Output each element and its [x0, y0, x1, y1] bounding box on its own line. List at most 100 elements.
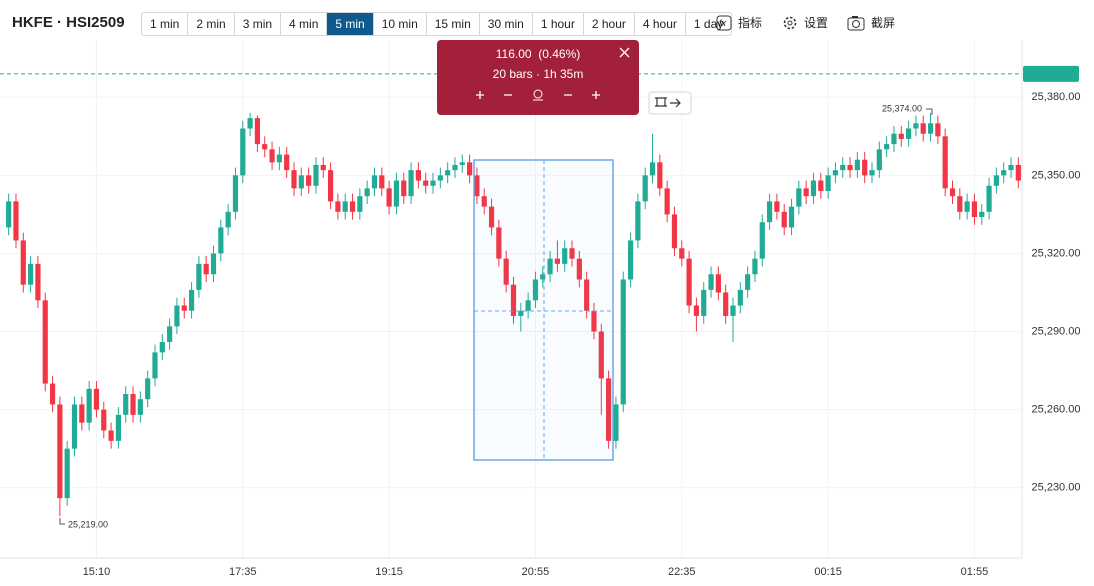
candle-body: [935, 123, 941, 137]
interval-button[interactable]: 2 hour: [582, 13, 634, 35]
candle-body: [993, 175, 999, 186]
interval-button[interactable]: 15 min: [425, 13, 479, 35]
interval-button[interactable]: 10 min: [372, 13, 426, 35]
screenshot[interactable]: 截屏: [847, 14, 895, 31]
interval-button[interactable]: 3 min: [233, 13, 280, 35]
change: 116.00: [495, 47, 532, 61]
candle-body: [79, 404, 85, 423]
candle-body: [313, 164, 319, 186]
candle-body: [862, 159, 868, 176]
x-tick-label: 00:15: [814, 566, 842, 578]
interval-button[interactable]: 4 hour: [633, 13, 685, 35]
y-tick-label: 25,260.00: [1032, 404, 1081, 416]
high-marker-arrow: [926, 108, 933, 115]
candle-body: [818, 180, 824, 191]
candle-body: [701, 289, 707, 316]
candle-body: [510, 284, 517, 316]
candle-body: [437, 175, 443, 181]
candle-body: [93, 388, 100, 410]
interval-button[interactable]: 1 day: [684, 13, 731, 35]
y-tick-label: 25,230.00: [1032, 482, 1081, 494]
candle-body: [730, 305, 736, 316]
candle-body: [35, 263, 41, 301]
candle-body: [327, 170, 334, 202]
candle-body: [364, 188, 370, 197]
candle-body: [42, 300, 48, 384]
candle-body: [723, 292, 729, 316]
candle-body: [759, 222, 765, 259]
candle-body: [167, 326, 173, 342]
screenshot-button[interactable]: [648, 91, 692, 115]
low-marker-arrow: [59, 518, 65, 525]
candle-body: [137, 399, 143, 415]
candle-body: [927, 123, 934, 134]
candle-body: [393, 180, 400, 207]
interval-group: 1 min 2 min 3 min 4 min 5 min 10 min 15 min 30 …: [141, 12, 733, 36]
candle-body: [591, 310, 597, 332]
candle-body: [145, 378, 151, 400]
candle-body: [254, 118, 261, 145]
candle-body: [620, 279, 626, 405]
interval-button[interactable]: 1 hour: [531, 13, 583, 35]
y-tick-label: 25,320.00: [1032, 247, 1081, 259]
interval-button[interactable]: 1 min: [150, 17, 180, 31]
candle-body: [276, 154, 282, 163]
candle-body: [920, 123, 926, 134]
candle-body: [467, 162, 473, 176]
y-tick-label: 25,350.00: [1032, 169, 1081, 181]
candle-body: [423, 180, 429, 186]
candle-body: [196, 263, 202, 290]
y-tick-label: 25,380.00: [1032, 91, 1081, 103]
gear-icon: [783, 16, 797, 29]
candle-body: [357, 196, 363, 212]
candle-body: [335, 201, 341, 212]
candle-body: [269, 149, 275, 163]
settings[interactable]: 设置: [782, 14, 828, 31]
candle-body: [115, 414, 122, 441]
candle-body: [320, 164, 326, 171]
candle-body: [796, 188, 802, 207]
candle-body: [752, 258, 758, 275]
candle-body: [832, 170, 839, 176]
interval-button[interactable]: 4 min: [280, 13, 326, 35]
indicators[interactable]: fx 指标: [716, 14, 762, 31]
x-tick-label: 01:55: [961, 566, 989, 578]
candle-body: [649, 162, 656, 176]
candle-body: [28, 263, 34, 285]
measure-span: 20 bars · 1h 35m: [492, 67, 584, 81]
tool-label: 截屏: [871, 16, 896, 30]
measure-controls[interactable]: [437, 83, 639, 107]
interval-button[interactable]: 2 min: [187, 13, 233, 35]
candle-body: [71, 404, 78, 449]
candle-body: [554, 258, 560, 264]
high-marker: 25,374.00: [882, 103, 922, 113]
tool-label: 指标: [738, 16, 763, 30]
candle-body: [379, 175, 385, 189]
candle-body: [898, 133, 904, 139]
camera-icon: [847, 15, 865, 30]
candle-body: [891, 133, 897, 145]
y-tick-label: 25,290.00: [1032, 325, 1081, 337]
close-button[interactable]: [619, 47, 631, 59]
candle-body: [232, 175, 239, 212]
candle-body: [562, 248, 568, 264]
candle-body: [371, 175, 378, 189]
candle-body: [481, 196, 487, 207]
candle-body: [459, 162, 465, 165]
x-tick-label: 17:35: [229, 566, 257, 578]
candle-body: [847, 164, 853, 171]
candle-body: [606, 378, 612, 441]
interval-button[interactable]: 5 min: [326, 13, 373, 35]
candle-body: [913, 123, 919, 129]
candle-body: [869, 170, 875, 176]
candle-body: [613, 404, 619, 441]
candle-body: [884, 144, 890, 150]
candle-body: [584, 279, 590, 311]
x-tick-label: 19:15: [375, 566, 403, 578]
candle-body: [349, 201, 356, 212]
candle-body: [415, 170, 421, 181]
interval-button[interactable]: 30 min: [478, 13, 532, 35]
candle-body: [737, 289, 743, 306]
